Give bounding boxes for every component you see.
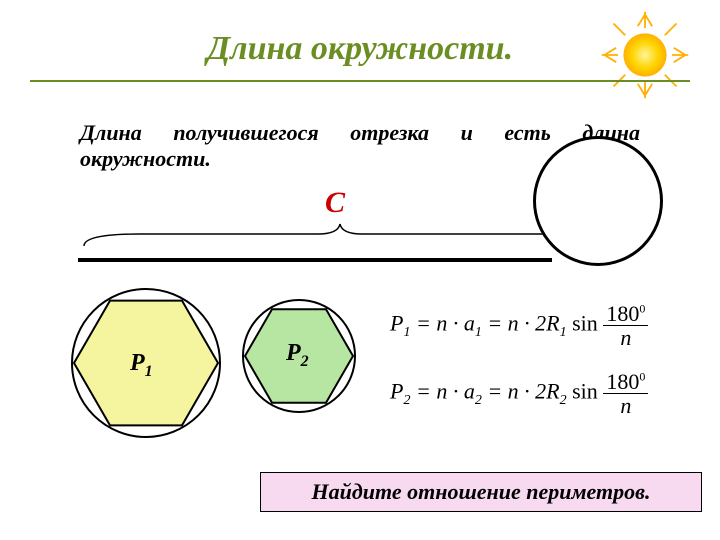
p2-label-letter: Р [286,340,301,366]
p2-label: Р2 [286,340,309,371]
p2-label-sub: 2 [301,353,309,370]
segment-line [78,258,552,262]
p1-label-sub: 1 [145,363,153,380]
formula-p2: P2 = n · a2 = n · 2R2 sin 1800 n [390,370,648,417]
formula-p1: P1 = n · a1 = n · 2R1 sin 1800 n [390,302,648,349]
c-label: С [325,186,345,220]
p1-label: Р1 [130,350,153,381]
title-underline [30,80,690,82]
p1-label-letter: Р [130,350,145,376]
rolling-circle [533,136,663,266]
question-box: Найдите отношение периметров. [260,472,702,512]
page-title: Длина окружности. [0,30,720,68]
bracket-icon [80,222,600,250]
